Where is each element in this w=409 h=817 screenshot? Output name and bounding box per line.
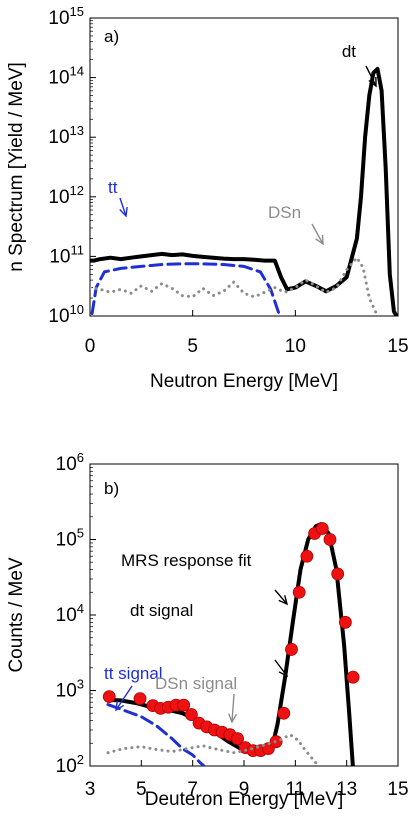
annotation-arrow: [274, 589, 288, 605]
series-line-dsn: [90, 256, 379, 316]
series-line-dt: [90, 66, 398, 316]
y-tick-label: 106: [56, 450, 84, 475]
x-tick-label: 11: [285, 779, 305, 800]
data-point: [331, 567, 345, 581]
y-tick-label: 102: [56, 752, 84, 777]
annotation-arrow: [311, 223, 324, 245]
annotation-label: dt: [342, 42, 356, 61]
y-tick-label: 103: [56, 677, 84, 702]
data-point: [102, 690, 116, 704]
annotation-arrow: [119, 197, 127, 217]
annotation-label: dt signal: [130, 601, 193, 620]
annotation-arrow-head: [278, 667, 288, 678]
x-tick-label: 13: [336, 779, 357, 800]
annotation-label: tt signal: [104, 664, 163, 683]
y-axis-label: Counts / MeV: [6, 557, 27, 672]
annotation-arrow: [365, 65, 377, 87]
data-point: [315, 522, 329, 535]
series-line-tt: [90, 262, 281, 315]
y-axis-label: n Spectrum [Yield / MeV]: [6, 62, 27, 271]
data-point: [133, 692, 147, 706]
annotation-arrow: [274, 659, 288, 677]
x-tick-label: 5: [136, 779, 147, 800]
x-tick-label: 5: [187, 336, 198, 357]
annotation-arrow-head: [315, 234, 324, 246]
data-point: [338, 615, 352, 629]
annotation-arrow-head: [228, 713, 238, 724]
annotation-label: DSn: [268, 203, 301, 222]
panel-label: a): [104, 27, 119, 46]
data-point: [323, 533, 337, 546]
y-tick-label: 1011: [49, 242, 84, 267]
y-tick-label: 1012: [48, 183, 84, 208]
data-point: [292, 585, 306, 599]
x-axis-label: Neutron Energy [MeV]: [150, 371, 338, 392]
annotation-arrow-head: [119, 206, 128, 218]
annotation-label: DSn signal: [155, 674, 237, 693]
x-tick-label: 10: [285, 336, 306, 357]
y-tick-label: 1015: [48, 4, 84, 29]
panel-label: b): [104, 479, 119, 498]
annotation-arrow-head: [368, 76, 377, 88]
x-tick-label: 15: [387, 779, 408, 800]
x-tick-label: 0: [85, 336, 96, 357]
data-point: [277, 706, 291, 720]
annotation-arrow-head: [115, 700, 125, 712]
data-point: [231, 732, 244, 746]
panel-b-deuteron-counts: b) 102 103 104 105 106 3 5 7 9 11 13 15 Deuteron Ener…: [6, 450, 409, 810]
x-tick-label: 15: [387, 336, 408, 357]
annotation-label: MRS response fit: [121, 551, 252, 570]
x-axis-label: Deuteron Energy [MeV]: [145, 789, 344, 810]
data-point: [177, 698, 191, 712]
plot-area: [90, 66, 398, 316]
annotation-label: tt: [108, 178, 118, 197]
data-point: [300, 549, 314, 563]
x-tick-label: 7: [187, 779, 198, 800]
y-tick-label: 105: [56, 526, 84, 551]
plot-frame: [89, 17, 399, 317]
plot-area: [102, 522, 360, 766]
data-point: [346, 670, 360, 684]
y-tick-label: 1014: [48, 64, 84, 89]
annotation-arrow: [231, 693, 235, 723]
x-tick-label: 3: [85, 779, 96, 800]
series-line-dsn-signal: [106, 733, 318, 765]
annotation-arrow: [115, 685, 133, 711]
data-point: [285, 643, 298, 656]
series-line-tt-signal: [106, 703, 207, 766]
y-tick-label: 1013: [48, 123, 84, 148]
y-tick-label: 1010: [48, 302, 84, 327]
data-point: [184, 708, 198, 721]
annotation-arrow-head: [278, 595, 289, 606]
y-tick-label: 104: [56, 601, 84, 626]
x-tick-label: 9: [239, 779, 250, 800]
